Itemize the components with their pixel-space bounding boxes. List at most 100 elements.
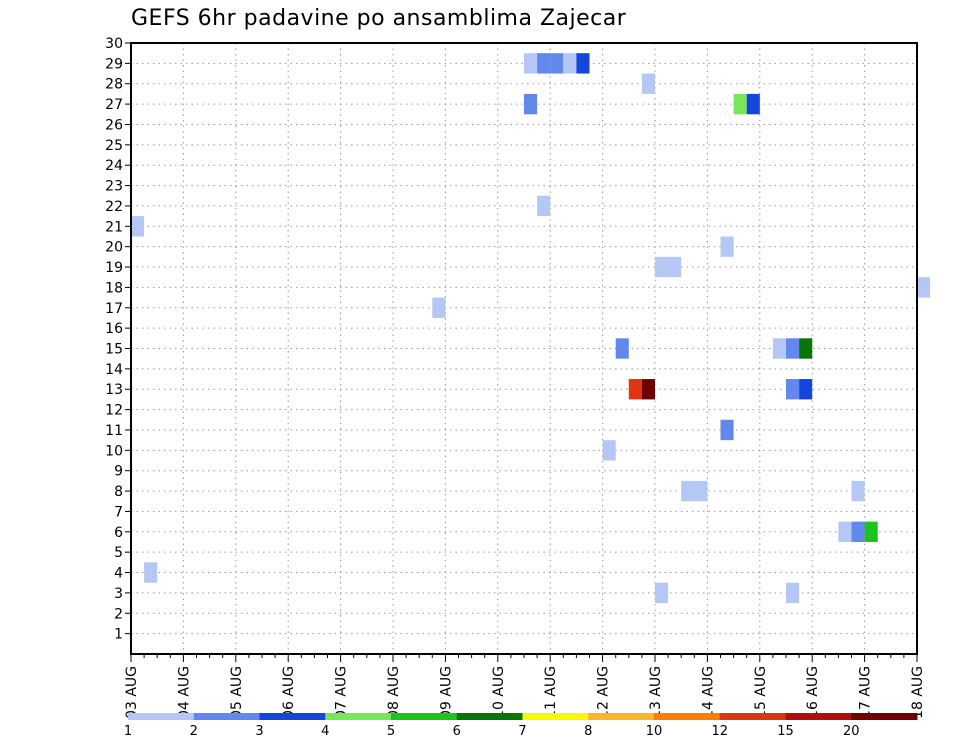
- y-tick-label: 15: [105, 342, 123, 358]
- x-axis: 03 AUG 04 AUG 05 AUG 06 AUG 07 AUG 08 AUG 09 A…: [124, 654, 926, 719]
- colorbar-label: 2: [190, 724, 198, 739]
- data-cell: [524, 53, 538, 74]
- y-tick-label: 23: [105, 179, 123, 195]
- colorbar-label: 8: [584, 724, 592, 739]
- colorbar-swatch: [851, 713, 918, 720]
- colorbar-swatch: [522, 713, 589, 720]
- y-tick-label: 6: [114, 525, 123, 541]
- data-cell: [786, 338, 800, 359]
- y-tick-label: 18: [105, 280, 123, 296]
- chart-title: GEFS 6hr padavine po ansamblima Zajecar: [131, 6, 627, 31]
- y-tick-label: 1: [114, 627, 123, 643]
- y-tick-label: 16: [105, 321, 123, 337]
- x-tick-label: 17 AUG: [858, 666, 874, 719]
- data-cell: [786, 379, 800, 400]
- x-tick-label: 11 AUG: [543, 666, 559, 719]
- data-cell: [641, 73, 655, 94]
- colorbar-swatch: [785, 713, 852, 720]
- y-tick-label: 25: [105, 138, 123, 154]
- y-tick-label: 4: [114, 566, 123, 582]
- data-cell: [615, 338, 629, 359]
- y-tick-label: 30: [105, 36, 123, 52]
- data-cell: [602, 440, 616, 461]
- colorbar-label: 4: [321, 724, 329, 739]
- colorbar-label: 20: [843, 724, 860, 739]
- data-cell: [563, 53, 577, 74]
- y-tick-label: 2: [114, 606, 123, 622]
- colorbar-label: 10: [646, 724, 663, 739]
- data-cell: [799, 338, 813, 359]
- data-cell: [733, 93, 747, 115]
- colorbar-label: 12: [711, 724, 728, 739]
- data-cell: [681, 480, 695, 502]
- data-cell: [851, 480, 865, 502]
- x-tick-label: 12 AUG: [596, 666, 612, 719]
- y-tick-label: 7: [114, 504, 123, 520]
- x-tick-label: 18 AUG: [910, 666, 926, 719]
- data-cell: [432, 297, 446, 318]
- x-tick-label: 05 AUG: [229, 666, 245, 719]
- data-cell: [838, 521, 852, 542]
- x-tick-label: 10 AUG: [491, 666, 507, 719]
- y-tick-label: 21: [105, 219, 123, 235]
- data-cell: [576, 53, 590, 74]
- data-cell: [720, 236, 734, 257]
- colorbar-swatch: [193, 713, 260, 720]
- data-cell: [537, 53, 551, 74]
- y-tick-label: 28: [105, 77, 123, 93]
- data-cell: [864, 521, 878, 542]
- data-cell: [851, 521, 865, 542]
- y-axis: 1234567891011121314151617181920212223242…: [105, 36, 131, 643]
- y-tick-label: 29: [105, 56, 123, 72]
- colorbar-swatch: [456, 713, 523, 720]
- y-tick-label: 20: [105, 240, 123, 256]
- colorbar-label: 5: [387, 724, 395, 739]
- data-cell: [668, 256, 682, 278]
- colorbar: 1 2 3 4 5 6 7 8 10 12 15 20: [124, 713, 918, 739]
- y-tick-label: 11: [105, 423, 123, 439]
- x-tick-label: 16 AUG: [805, 666, 821, 719]
- data-cell: [628, 379, 642, 400]
- colorbar-swatch: [391, 713, 458, 720]
- x-tick-label: 06 AUG: [281, 666, 297, 719]
- data-cell: [524, 93, 538, 115]
- data-cell: [746, 93, 760, 115]
- colorbar-label: 6: [453, 724, 461, 739]
- data-cell: [917, 277, 931, 298]
- data-cell: [641, 379, 655, 400]
- x-tick-label: 15 AUG: [753, 666, 769, 719]
- colorbar-swatch: [719, 713, 786, 720]
- colorbar-swatch: [588, 713, 655, 720]
- x-tick-label: 13 AUG: [648, 666, 664, 719]
- y-tick-label: 22: [105, 199, 123, 215]
- y-tick-label: 13: [105, 382, 123, 398]
- y-tick-label: 24: [105, 158, 123, 174]
- y-tick-label: 27: [105, 97, 123, 113]
- y-tick-label: 26: [105, 117, 123, 133]
- data-cell: [655, 582, 669, 604]
- y-tick-label: 10: [105, 443, 123, 459]
- data-cell: [720, 419, 734, 441]
- data-cell: [694, 480, 708, 502]
- x-tick-label: 14 AUG: [700, 666, 716, 719]
- x-tick-label: 04 AUG: [176, 666, 192, 719]
- data-cell: [550, 53, 564, 74]
- colorbar-label: 15: [777, 724, 794, 739]
- y-tick-label: 9: [114, 464, 123, 480]
- x-tick-label: 03 AUG: [124, 666, 140, 719]
- data-cell: [655, 256, 669, 278]
- data-cell: [799, 379, 813, 400]
- colorbar-label: 7: [518, 724, 526, 739]
- y-tick-label: 8: [114, 484, 123, 500]
- y-tick-label: 14: [105, 362, 123, 378]
- colorbar-swatch: [128, 713, 195, 720]
- data-cell: [772, 338, 786, 359]
- data-cell: [537, 195, 551, 217]
- y-tick-label: 19: [105, 260, 123, 276]
- colorbar-label: 3: [255, 724, 263, 739]
- y-tick-label: 5: [114, 545, 123, 561]
- colorbar-swatch: [259, 713, 326, 720]
- data-cell: [131, 216, 145, 237]
- y-tick-label: 12: [105, 403, 123, 419]
